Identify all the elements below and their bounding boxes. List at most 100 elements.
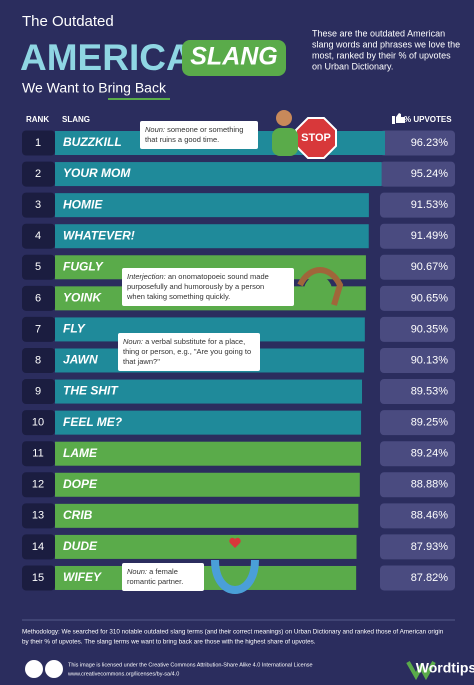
value-box	[380, 503, 455, 529]
rank-box	[22, 503, 55, 529]
value-box	[380, 161, 455, 187]
annotation: Noun: a verbal substitute for a place,	[123, 337, 245, 346]
annotation: that ruins a good time.	[145, 135, 219, 144]
slang-badge	[182, 40, 286, 76]
slang: THE SHIT	[63, 384, 119, 398]
rank-box	[22, 347, 55, 373]
rank-box	[22, 565, 55, 591]
value-label: 87.93%	[411, 541, 449, 553]
value-label: 89.24%	[411, 448, 449, 460]
annotation-pos: Interjection:	[127, 272, 166, 281]
rank-box	[22, 192, 55, 218]
rank: 1	[35, 137, 41, 149]
rank: 4	[35, 230, 41, 242]
value-box	[380, 472, 455, 498]
rank-box	[22, 316, 55, 342]
rank-box	[22, 534, 55, 560]
rank-box	[22, 410, 55, 436]
rank-box	[22, 254, 55, 280]
rank: 2	[35, 168, 41, 180]
annotation-pos: Noun:	[123, 337, 143, 346]
brand-logo	[406, 661, 436, 681]
value-label: 90.65%	[411, 292, 449, 304]
hand-icon	[297, 267, 344, 306]
value-label: 90.35%	[411, 323, 449, 335]
annotation: when taking something quickly.	[126, 292, 230, 301]
stop-text: STOP	[301, 132, 331, 144]
annotation-box	[122, 563, 204, 591]
bar	[55, 534, 357, 559]
value-label: 87.82%	[411, 572, 449, 584]
rank-box	[22, 161, 55, 187]
annotation: Noun: someone or something	[145, 125, 243, 134]
rank: 13	[32, 510, 44, 522]
figure	[272, 128, 298, 156]
description: slang words and phrases we love the	[312, 39, 460, 49]
annotation-text: a female	[149, 567, 178, 576]
rank: 11	[32, 448, 43, 460]
description: on Urban Dictionary.	[312, 61, 393, 71]
value-label: 95.24%	[411, 168, 449, 180]
rank: 7	[35, 323, 41, 335]
license: www.creativecommons.org/licenses/by-sa/4…	[67, 671, 179, 677]
value-box	[380, 316, 455, 342]
rank: 12	[32, 479, 44, 491]
annotation: that jawn?"	[123, 357, 160, 366]
couple-icon	[211, 559, 259, 594]
bar	[55, 379, 363, 404]
rank: 6	[35, 292, 41, 304]
heart	[229, 537, 241, 548]
header: RANK	[26, 115, 49, 124]
cc-icon	[45, 660, 63, 678]
rank: 15	[32, 572, 44, 584]
slang: FEEL ME?	[63, 415, 123, 429]
annotation-box	[118, 333, 260, 371]
annotation: Noun: a female	[127, 567, 178, 576]
methodology: by their % of upvotes. The slang terms w…	[22, 639, 316, 646]
value-box	[380, 254, 455, 280]
slang: WIFEY	[63, 570, 102, 584]
methodology: Methodology: We searched for 310 notable…	[22, 629, 444, 636]
annotation-pos: Noun:	[127, 567, 147, 576]
annotation-text: someone or something	[167, 125, 243, 134]
rank: 9	[35, 385, 41, 397]
rank-box	[22, 441, 55, 467]
title-line: The Outdated	[22, 13, 114, 30]
bar	[55, 162, 382, 187]
annotation-box	[140, 121, 258, 149]
rank-box	[22, 379, 55, 405]
value-box	[380, 379, 455, 405]
annotation: thing or person, e.g., "Are you going to	[123, 347, 251, 356]
rank-box	[22, 130, 55, 156]
value-box	[380, 223, 455, 249]
annotation-box	[122, 268, 294, 306]
value-box	[380, 534, 455, 560]
value-box	[380, 130, 455, 156]
figure-head	[276, 110, 292, 126]
thumb-icon	[392, 113, 405, 124]
rank: 8	[35, 354, 41, 366]
value-label: 89.53%	[411, 385, 449, 397]
slang: LAME	[63, 446, 98, 460]
description: most, ranked by their % of upvotes	[312, 50, 451, 60]
slang: YOUR MOM	[63, 166, 131, 180]
title-badge: SLANG	[190, 43, 278, 71]
value-label: 96.23%	[411, 137, 449, 149]
bar	[55, 503, 359, 528]
bar	[55, 472, 360, 497]
slang: JAWN	[63, 353, 98, 367]
slang: HOMIE	[63, 197, 103, 211]
license: This image is licensed under the Creativ…	[68, 662, 313, 668]
value-box	[380, 441, 455, 467]
value-box	[380, 285, 455, 311]
slang: BUZZKILL	[63, 135, 122, 149]
bar	[55, 224, 369, 249]
value-label: 89.25%	[411, 417, 449, 429]
value-label: 90.13%	[411, 354, 449, 366]
annotation-text: a verbal substitute for a place,	[145, 337, 245, 346]
bar	[55, 565, 357, 590]
bar	[55, 410, 362, 435]
title-sub: We Want to Bring Back	[22, 80, 167, 96]
annotation-text: an onomatopoeic sound made	[168, 272, 269, 281]
